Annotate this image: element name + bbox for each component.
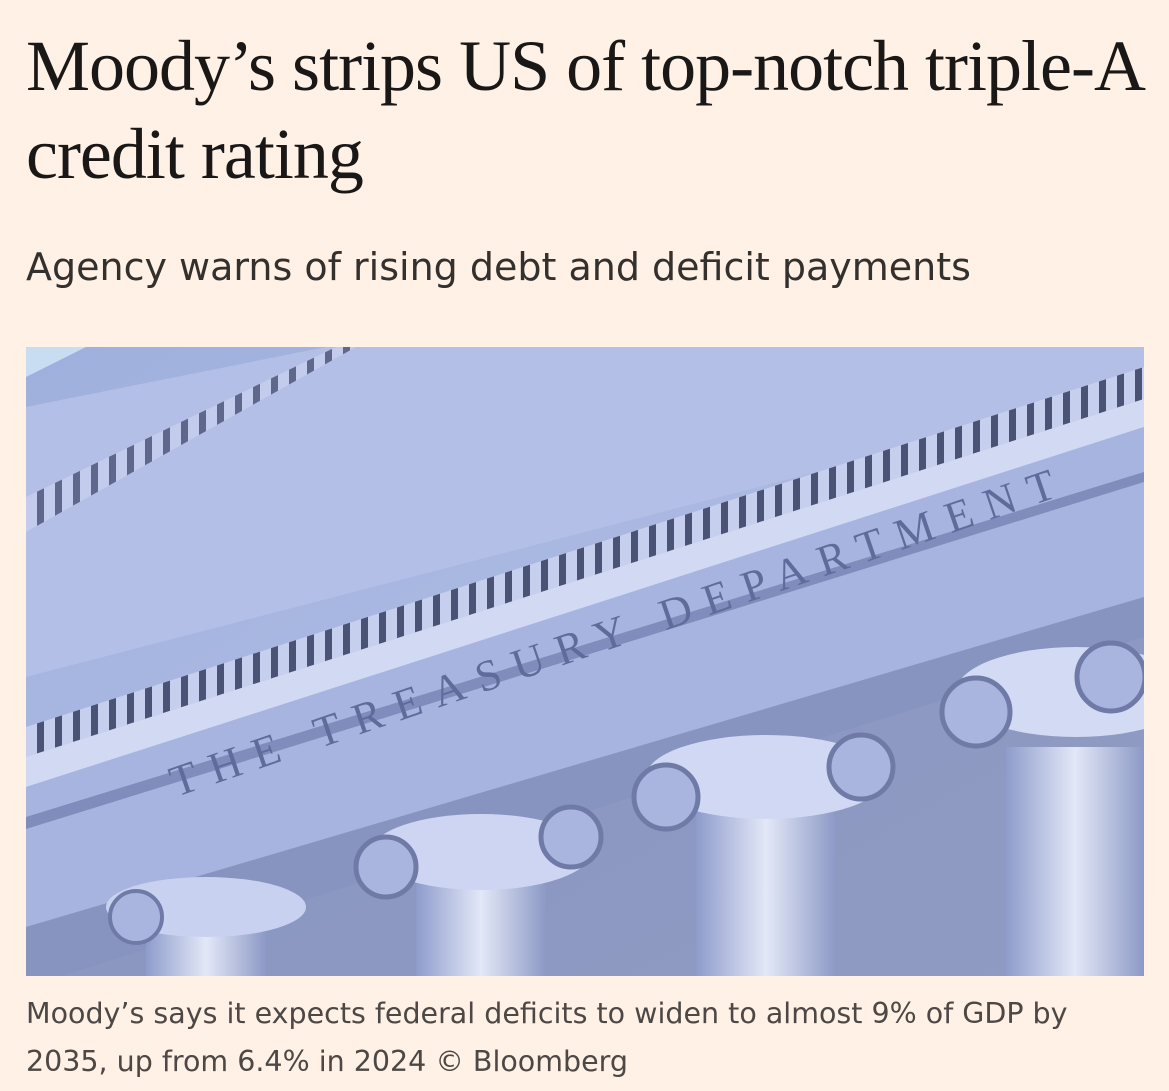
headline: Moody’s strips US of top-notch triple-A … [26, 26, 1142, 194]
caption: Moody’s says it expects federal deficits… [26, 997, 1068, 1078]
standfirst: Agency warns of rising debt and deficit … [26, 245, 971, 289]
photo: THE TREASURY DEPARTMENT [26, 347, 1144, 976]
